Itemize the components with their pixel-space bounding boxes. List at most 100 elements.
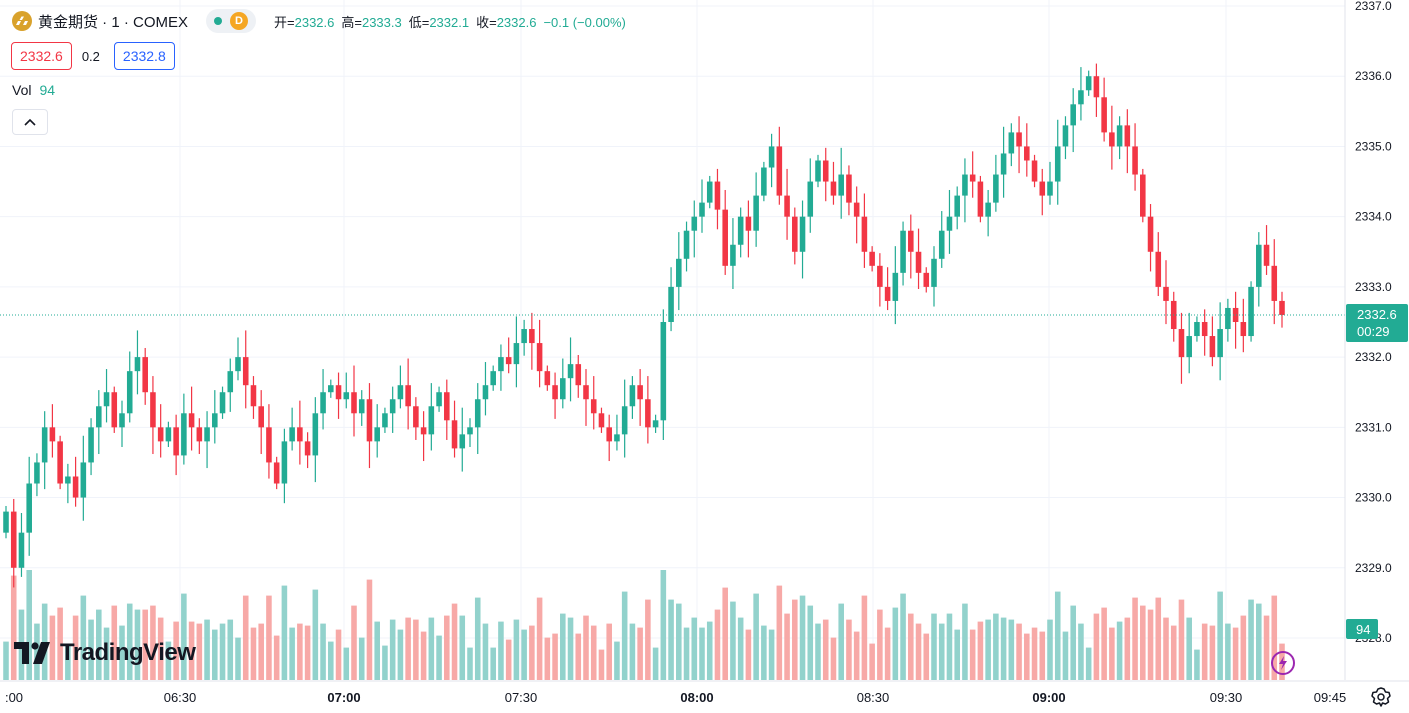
candle-body <box>173 427 179 456</box>
volume-bar <box>985 619 991 680</box>
candle-body <box>877 265 883 287</box>
candle-body <box>444 392 450 421</box>
candle-body <box>428 406 435 435</box>
tradingview-logo-icon <box>14 642 50 664</box>
candle-body <box>1201 322 1208 337</box>
price-tick-label: 2335.0 <box>1355 139 1392 153</box>
ohlc-label: 开= <box>274 14 295 30</box>
bar-countdown-label: 00:29 <box>1357 324 1390 339</box>
candle-body <box>931 258 937 287</box>
market-status-badge[interactable]: D <box>206 9 257 33</box>
candle-body <box>498 357 504 372</box>
time-tick-label: 06:30 <box>164 690 197 705</box>
ohlc-label: 收= <box>476 14 497 30</box>
volume-bar <box>768 629 775 680</box>
volume-bar <box>1140 605 1146 680</box>
candle-body <box>722 209 728 266</box>
volume-bar <box>676 603 682 680</box>
volume-bar <box>459 615 466 680</box>
volume-legend: Vol 94 <box>12 82 55 98</box>
candle-body <box>250 385 257 407</box>
volume-bar <box>645 599 651 680</box>
candle-body <box>1101 97 1107 133</box>
volume-bar <box>1101 607 1107 680</box>
candle-body <box>366 399 373 442</box>
volume-bar <box>1248 599 1254 680</box>
candle-body <box>382 413 388 428</box>
volume-bar <box>103 627 110 680</box>
volume-bar <box>351 605 357 680</box>
candle-body <box>621 406 628 435</box>
last-price-markers: 2332.6 00:29 94 <box>1346 303 1408 639</box>
candle-body <box>737 216 744 245</box>
volume-bar <box>165 641 172 680</box>
volume-bar <box>1232 627 1239 680</box>
volume-bar <box>111 605 118 680</box>
candle-body <box>560 378 566 400</box>
volume-bar <box>1000 617 1007 680</box>
candle-body <box>297 427 303 442</box>
candle-body <box>1263 244 1270 266</box>
candle-body <box>467 427 473 435</box>
candle-body <box>474 399 481 428</box>
volume-bar <box>822 619 829 680</box>
volume-bar <box>1155 597 1162 680</box>
symbol-title[interactable]: 黄金期货 · 1 · COMEX <box>38 13 189 31</box>
tradingview-wordmark: TradingView <box>60 639 196 666</box>
time-tick-label: 07:00 <box>327 690 360 705</box>
candle-body <box>1147 216 1154 252</box>
volume-bar <box>544 637 551 680</box>
candle-body <box>946 216 953 231</box>
candle-body <box>668 286 674 322</box>
ohlc-value: 2333.3 <box>361 14 402 30</box>
volume-bar <box>606 623 612 680</box>
candle-body <box>242 357 249 386</box>
candle-body <box>1163 286 1169 301</box>
candle-body <box>57 441 63 484</box>
candle-body <box>730 244 736 266</box>
candle-body <box>1016 132 1022 147</box>
ohlc-value: 2332.6 <box>496 14 537 30</box>
sell-price-button[interactable]: 2332.6 <box>11 42 72 70</box>
volume-bar <box>575 633 582 680</box>
volume-bar <box>853 631 860 680</box>
volume-bar <box>993 613 999 680</box>
volume-bar <box>1256 603 1262 680</box>
volume-bar <box>1116 621 1123 680</box>
volume-bar <box>807 605 814 680</box>
candle-body <box>1155 251 1162 287</box>
gold-futures-icon[interactable] <box>12 11 32 31</box>
tradingview-logo[interactable]: TradingView <box>14 639 196 667</box>
candle-body <box>1240 322 1247 337</box>
volume-bar <box>1039 631 1046 680</box>
settings-gear-icon[interactable] <box>1370 686 1392 708</box>
candle-body <box>219 392 226 414</box>
volume-bar <box>1263 615 1270 680</box>
volume-bar <box>1109 627 1115 680</box>
candle-body <box>413 406 419 428</box>
volume-bar <box>505 639 512 680</box>
candle-body <box>544 371 551 386</box>
candle-body <box>1209 336 1216 358</box>
candle-body <box>969 174 976 182</box>
volume-bar <box>1024 633 1030 680</box>
candle-body <box>529 329 535 344</box>
buy-price-button[interactable]: 2332.8 <box>113 42 175 70</box>
volume-bar <box>799 595 806 680</box>
candle-body <box>150 392 156 428</box>
candle-body <box>389 399 396 414</box>
volume-bar <box>1124 617 1131 680</box>
volume-bar <box>1178 599 1185 680</box>
lightning-icon[interactable] <box>1271 651 1295 675</box>
volume-bar <box>65 643 71 680</box>
candle-body <box>1178 329 1185 358</box>
candle-body <box>645 399 651 428</box>
candle-body <box>459 434 466 449</box>
volume-bar <box>297 623 303 680</box>
volume-bar <box>1186 617 1192 680</box>
collapse-legend-button[interactable] <box>12 109 48 135</box>
candle-body <box>1124 125 1131 147</box>
candle-body <box>1271 265 1278 301</box>
volume-bar <box>444 615 450 680</box>
